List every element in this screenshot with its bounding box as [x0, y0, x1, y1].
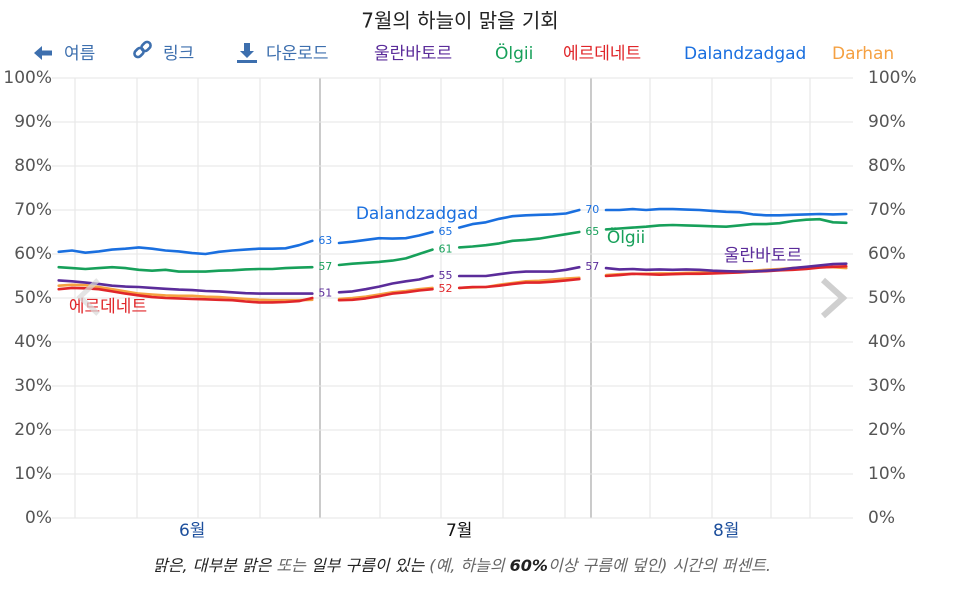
y2-tick-label: 0%	[868, 508, 895, 528]
grid	[52, 77, 853, 519]
y-tick-label: 80%	[14, 156, 52, 176]
y-tick-label: 70%	[14, 200, 52, 220]
data-label: 57	[318, 260, 332, 273]
y-tick-label: 60%	[14, 244, 52, 264]
caption-part: 이상 구름에 덮인) 시간의 퍼센트.	[548, 556, 771, 575]
series-line	[57, 265, 848, 302]
y2-tick-label: 100%	[868, 68, 917, 88]
y2-tick-label: 20%	[868, 420, 906, 440]
chart-title: 7월의 하늘이 맑을 기회	[361, 9, 558, 33]
link-icon	[133, 40, 152, 59]
lines	[57, 207, 848, 304]
caption-part: 맑은, 대부분 맑은	[153, 556, 273, 575]
data-label: 55	[438, 269, 452, 282]
download-icon	[237, 43, 257, 63]
back-button[interactable]: 여름	[34, 44, 95, 64]
y-tick-label: 90%	[14, 112, 52, 132]
prev-arrow[interactable]	[76, 278, 100, 316]
data-label: 65	[438, 225, 452, 238]
series-line	[57, 265, 848, 304]
back-label[interactable]: 여름	[64, 44, 95, 64]
y2-tick-label: 70%	[868, 200, 906, 220]
back-icon	[34, 46, 52, 60]
labels: 0% 0% 10% 10% 20% 20% 30% 30% 40% 40% 50% 50% 60% 60%…	[3, 68, 916, 541]
caption-part: 일부 구름이 있는	[311, 556, 425, 575]
caption-part: 또는	[271, 556, 311, 575]
x-tick-label: 8월	[713, 521, 739, 541]
x-tick-label: 7월	[446, 521, 472, 541]
next-arrow[interactable]	[820, 277, 848, 319]
y2-tick-label: 60%	[868, 244, 906, 264]
y-tick-label: 100%	[3, 68, 52, 88]
data-label: 61	[438, 243, 452, 256]
data-label: 52	[438, 282, 452, 295]
y2-tick-label: 30%	[868, 376, 906, 396]
y-tick-label: 10%	[14, 464, 52, 484]
y2-tick-label: 10%	[868, 464, 906, 484]
y2-tick-label: 90%	[868, 112, 906, 132]
link-label[interactable]: 링크	[163, 44, 194, 64]
y-tick-label: 30%	[14, 376, 52, 396]
x-tick-label: 6월	[179, 521, 205, 541]
y-tick-label: 50%	[14, 288, 52, 308]
data-label: 51	[318, 287, 332, 300]
legend-entry[interactable]: Dalandzadgad	[684, 44, 806, 64]
y2-tick-label: 50%	[868, 288, 906, 308]
series-line	[57, 262, 848, 295]
y-tick-label: 0%	[25, 508, 52, 528]
caption-part: (예, 하늘의	[424, 556, 509, 575]
y-tick-label: 40%	[14, 332, 52, 352]
series-annotation: Ölgii	[607, 226, 645, 248]
y2-tick-label: 40%	[868, 332, 906, 352]
legend-entry[interactable]: 울란바토르	[374, 44, 452, 64]
series-annotation: Dalandzadgad	[356, 204, 478, 224]
download-button[interactable]: 다운로드	[237, 43, 329, 64]
caption: 맑은, 대부분 맑은 또는 일부 구름이 있는 (예, 하늘의 60%이상 구름…	[153, 556, 771, 575]
data-label: 70	[585, 203, 599, 216]
y2-tick-label: 80%	[868, 156, 906, 176]
link-button[interactable]: 링크	[133, 40, 194, 64]
data-label: 63	[318, 234, 332, 247]
caption-part: 60%	[510, 556, 548, 575]
data-label: 57	[585, 260, 599, 273]
data-label: 65	[585, 225, 599, 238]
legend-entry[interactable]: Darhan	[832, 44, 894, 64]
legend-entry[interactable]: 에르데네트	[563, 44, 641, 64]
series-annotation: 울란바토르	[724, 246, 802, 266]
download-label[interactable]: 다운로드	[266, 44, 329, 64]
legend-entry[interactable]: Ölgii	[495, 42, 533, 64]
series-line	[57, 207, 848, 256]
series-line	[57, 217, 848, 273]
y-tick-label: 20%	[14, 420, 52, 440]
